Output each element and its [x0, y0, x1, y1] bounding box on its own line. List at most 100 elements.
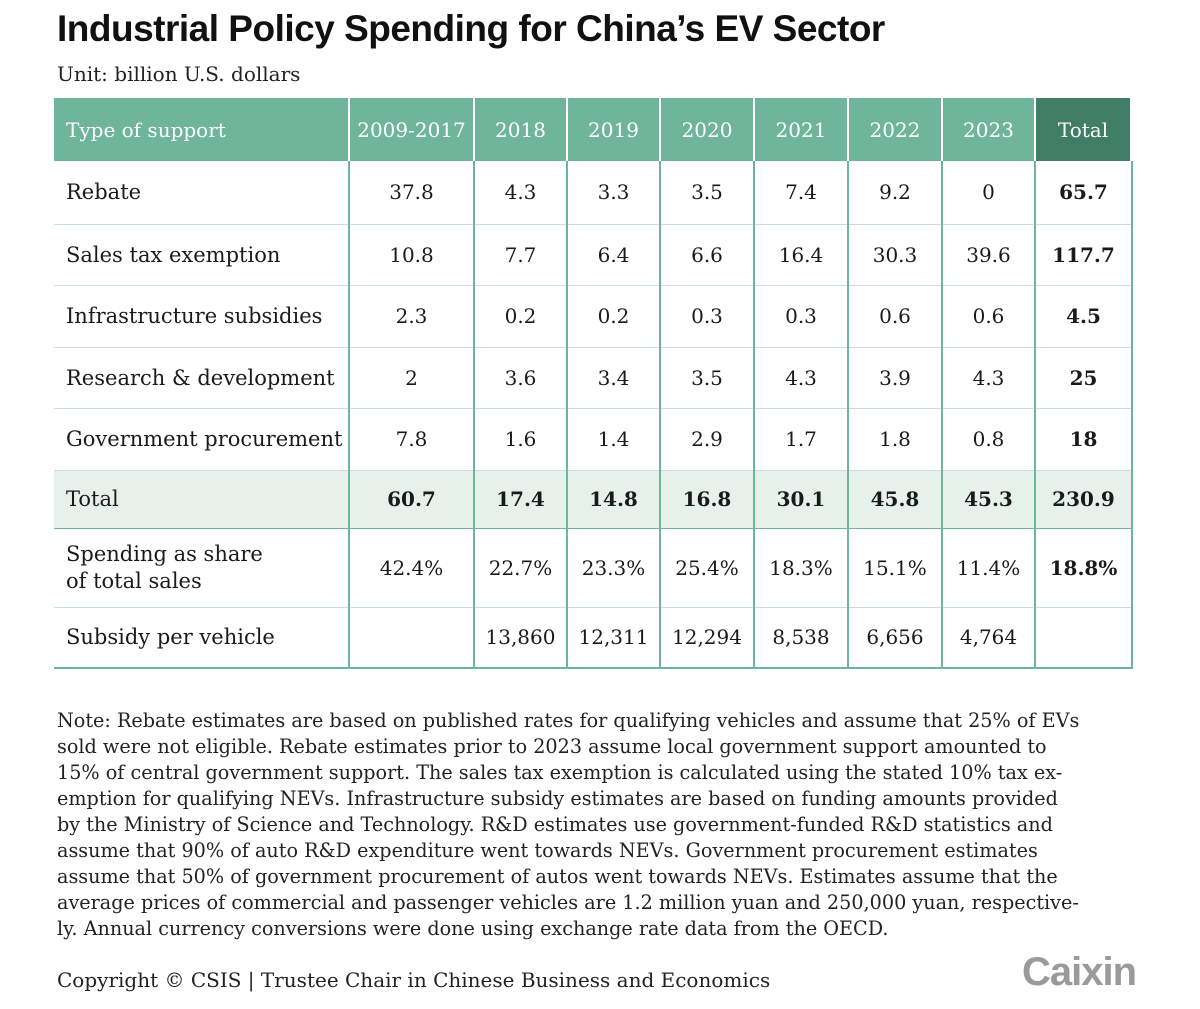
table-row-subsidy: Subsidy per vehicle 13,860 12,311 12,294… [54, 607, 1133, 669]
table-cell: 12,294 [659, 607, 754, 669]
row-total-cell: 117.7 [1034, 224, 1133, 286]
column-header-2009-2017: 2009-2017 [348, 98, 474, 161]
table-cell: 42.4% [348, 528, 474, 608]
table-cell: 0.3 [659, 285, 754, 348]
table-cell: 0.6 [847, 285, 942, 348]
table-cell: 7.7 [473, 224, 567, 286]
row-total-cell: 18.8% [1034, 528, 1133, 608]
table-cell: 15.1% [847, 528, 942, 608]
table-cell: 16.4 [753, 224, 848, 286]
table-cell: 16.8 [659, 470, 754, 529]
row-total-cell: 25 [1034, 347, 1133, 409]
column-header-2020: 2020 [659, 98, 754, 161]
note-line: by the Ministry of Science and Technolog… [57, 813, 1053, 836]
copyright-text: Copyright © CSIS | Trustee Chair in Chin… [57, 968, 771, 992]
table-cell: 22.7% [473, 528, 567, 608]
note-line: 15% of central government support. The s… [57, 761, 1063, 784]
table-cell: 4,764 [941, 607, 1035, 669]
table-row-infrastructure: Infrastructure subsidies 2.3 0.2 0.2 0.3… [54, 285, 1133, 348]
table-cell: 45.8 [847, 470, 942, 529]
table-row-research: Research & development 2 3.6 3.4 3.5 4.3… [54, 347, 1133, 409]
table-cell: 3.9 [847, 347, 942, 409]
table-row-procurement: Government procurement 7.8 1.6 1.4 2.9 1… [54, 408, 1133, 471]
table-cell [348, 607, 474, 669]
note-line: average prices of commercial and passeng… [57, 891, 1079, 914]
table-cell: 30.3 [847, 224, 942, 286]
table-cell: 14.8 [566, 470, 660, 529]
row-label: Sales tax exemption [54, 224, 349, 286]
table-cell: 13,860 [473, 607, 567, 669]
column-header-2023: 2023 [941, 98, 1035, 161]
table-cell: 6,656 [847, 607, 942, 669]
row-total-cell: 18 [1034, 408, 1133, 471]
table-cell: 3.4 [566, 347, 660, 409]
note-line: assume that 90% of auto R&D expenditure … [57, 839, 1038, 862]
column-header-2018: 2018 [473, 98, 567, 161]
table-cell: 7.8 [348, 408, 474, 471]
table-cell: 6.4 [566, 224, 660, 286]
table-cell: 6.6 [659, 224, 754, 286]
spending-table: Type of support 2009-2017 2018 2019 2020… [54, 98, 1134, 669]
table-cell: 1.6 [473, 408, 567, 471]
table-cell: 2.9 [659, 408, 754, 471]
row-label-line: of total sales [66, 568, 202, 593]
note-line: Note: Rebate estimates are based on publ… [57, 709, 1080, 732]
row-total-cell [1034, 607, 1133, 669]
row-total-cell: 230.9 [1034, 470, 1133, 529]
row-label-line: Spending as share [66, 541, 263, 566]
table-cell: 37.8 [348, 161, 474, 225]
header-row: Type of support 2009-2017 2018 2019 2020… [54, 98, 1134, 161]
table-cell: 23.3% [566, 528, 660, 608]
table-row-share: Spending as share of total sales 42.4% 2… [54, 528, 1133, 608]
caixin-logo: Caixin [1022, 950, 1137, 994]
table-cell: 3.6 [473, 347, 567, 409]
note-line: assume that 50% of government procuremen… [57, 865, 1058, 888]
table-cell: 0.2 [566, 285, 660, 348]
table-cell: 18.3% [753, 528, 848, 608]
row-label: Government procurement [54, 408, 349, 471]
table-cell: 9.2 [847, 161, 942, 225]
table-cell: 3.5 [659, 347, 754, 409]
note-line: emption for qualifying NEVs. Infrastruct… [57, 787, 1058, 810]
note-line: ly. Annual currency conversions were don… [57, 917, 889, 940]
row-label: Rebate [54, 161, 349, 225]
row-label: Spending as share of total sales [54, 528, 349, 608]
table-cell: 12,311 [566, 607, 660, 669]
table-cell: 25.4% [659, 528, 754, 608]
table-cell: 8,538 [753, 607, 848, 669]
note-line: sold were not eligible. Rebate estimates… [57, 735, 1047, 758]
row-label: Total [54, 470, 349, 529]
column-header-2019: 2019 [566, 98, 660, 161]
row-label: Subsidy per vehicle [54, 607, 349, 669]
table-cell: 4.3 [941, 347, 1035, 409]
table-cell: 2.3 [348, 285, 474, 348]
table-cell: 1.7 [753, 408, 848, 471]
row-total-cell: 65.7 [1034, 161, 1133, 225]
table-cell: 7.4 [753, 161, 848, 225]
table-cell: 60.7 [348, 470, 474, 529]
table-cell: 1.4 [566, 408, 660, 471]
column-header-type: Type of support [54, 98, 349, 161]
table-cell: 3.3 [566, 161, 660, 225]
table-cell: 2 [348, 347, 474, 409]
table-cell: 1.8 [847, 408, 942, 471]
table-row-rebate: Rebate 37.8 4.3 3.3 3.5 7.4 9.2 0 65.7 [54, 161, 1133, 225]
table-cell: 0.3 [753, 285, 848, 348]
note-text: Note: Rebate estimates are based on publ… [57, 708, 1127, 942]
column-header-2021: 2021 [753, 98, 848, 161]
table-cell: 0 [941, 161, 1035, 225]
column-header-2022: 2022 [847, 98, 942, 161]
table-cell: 10.8 [348, 224, 474, 286]
table-cell: 0.8 [941, 408, 1035, 471]
table-cell: 39.6 [941, 224, 1035, 286]
table-cell: 0.6 [941, 285, 1035, 348]
table-cell: 4.3 [473, 161, 567, 225]
table-row-total: Total 60.7 17.4 14.8 16.8 30.1 45.8 45.3… [54, 470, 1133, 529]
table-cell: 17.4 [473, 470, 567, 529]
row-total-cell: 4.5 [1034, 285, 1133, 348]
table-cell: 4.3 [753, 347, 848, 409]
table-cell: 30.1 [753, 470, 848, 529]
row-label: Research & development [54, 347, 349, 409]
chart-title: Industrial Policy Spending for China’s E… [57, 8, 885, 49]
table-cell: 0.2 [473, 285, 567, 348]
